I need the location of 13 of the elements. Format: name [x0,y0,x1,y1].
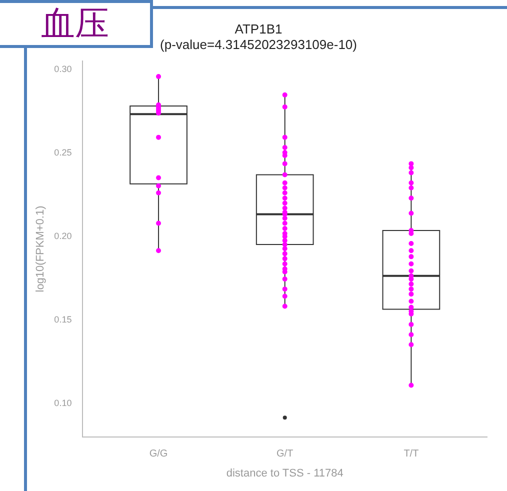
x-axis-title: distance to TSS - 11784 [226,467,344,480]
y-tick-label: 0.10 [54,398,72,408]
x-tick-label: T/T [404,448,419,460]
x-tick-label: G/T [276,448,294,460]
y-tick-label: 0.15 [54,314,72,324]
y-tick-label: 0.25 [54,148,72,158]
chart-subtitle: (p-value=4.31452023293109e-10) [160,36,357,52]
y-tick-label: 0.30 [54,64,72,74]
text: 血压 [0,0,153,48]
y-tick-label: 0.20 [54,230,72,241]
chart-title: ATP1B1 [234,21,282,36]
x-tick-label: G/G [149,448,168,460]
y-axis-title: log10(FPKM+0.1) [34,206,47,292]
